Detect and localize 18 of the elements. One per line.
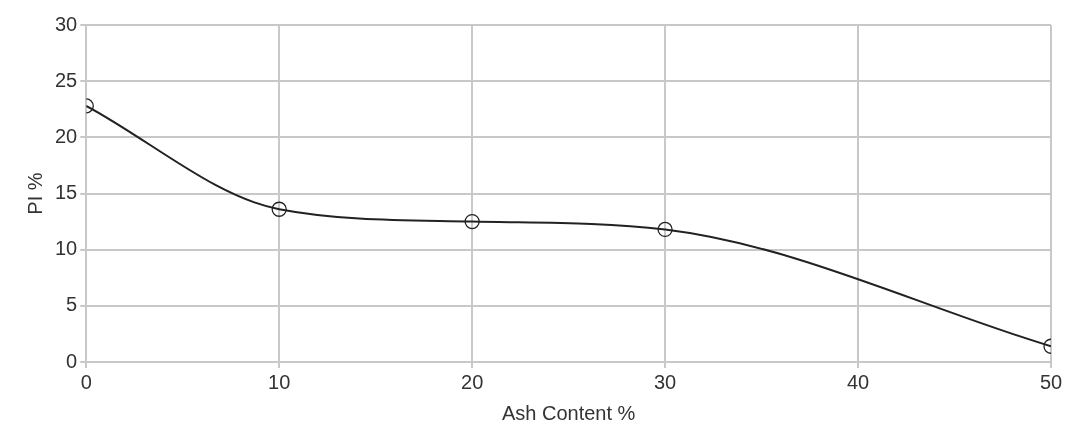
y-tick-label: 30 [55,12,78,35]
y-axis-title: PI % [23,172,46,215]
x-tick-label: 40 [846,370,870,393]
point [657,221,673,238]
y-tick-label: 25 [55,68,78,91]
x-tick-label: 50 [1039,370,1063,393]
y-tick-label: 5 [66,293,78,316]
y-tick-label: 0 [66,349,78,372]
y-tick-label: 15 [55,181,78,204]
point [464,213,480,230]
x-tick-label: 30 [653,370,677,393]
y-tick-label: 10 [55,237,78,260]
x-tick-label: 0 [80,370,92,393]
point [271,201,287,217]
x-tick-label: 20 [461,370,484,393]
x-tick-label: 10 [268,370,291,393]
x-axis-title: Ash Content % [501,401,636,424]
y-tick-label: 20 [55,124,78,147]
